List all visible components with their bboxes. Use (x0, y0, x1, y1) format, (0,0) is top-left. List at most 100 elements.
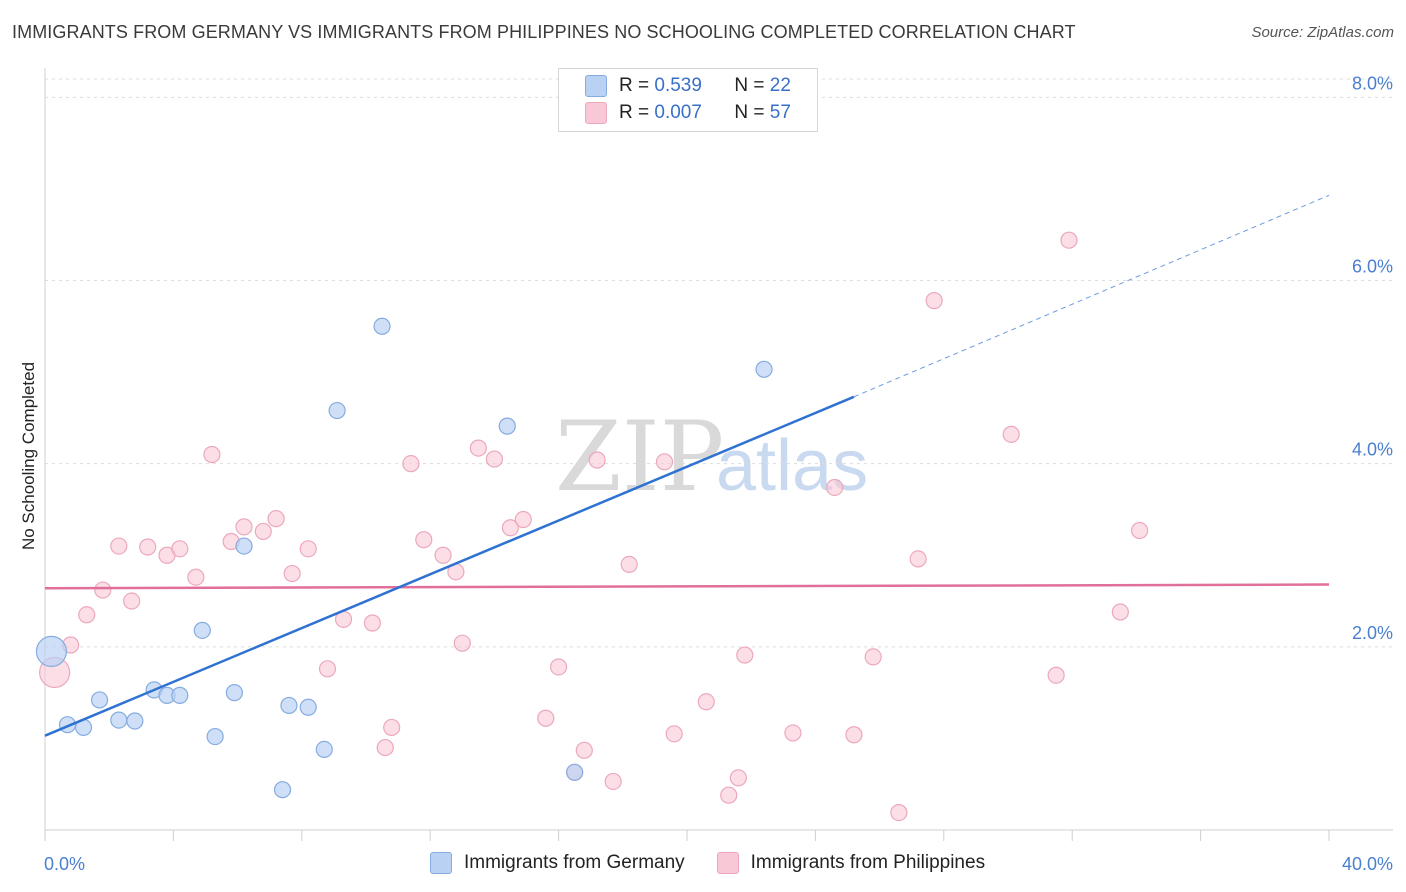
data-point-philippines (123, 592, 141, 610)
data-point-philippines (299, 540, 317, 558)
data-point-philippines (363, 614, 382, 632)
data-point-philippines (1002, 425, 1020, 443)
legend-r-value-germany: 0.539 (654, 75, 702, 96)
y-axis-label: No Schooling Completed (19, 362, 38, 550)
y-tick-label: 8.0% (1352, 73, 1393, 93)
data-point-philippines (453, 634, 471, 652)
data-point-philippines (588, 451, 606, 469)
data-point-philippines (1131, 521, 1149, 540)
bottom-legend-germany: Immigrants from Germany (430, 852, 685, 874)
trendline-philippines (44, 583, 1330, 590)
data-point-germany (171, 686, 189, 704)
data-point-germany (126, 712, 144, 730)
data-point-philippines (485, 450, 503, 468)
chart-title: IMMIGRANTS FROM GERMANY VS IMMIGRANTS FR… (12, 22, 1076, 42)
trendline-germany (44, 395, 855, 737)
trendline-germany-extension (853, 194, 1330, 398)
legend-row-germany: R = 0.539 N = 22 (585, 73, 791, 99)
legend-r-label: R = (619, 102, 650, 123)
data-point-philippines (78, 606, 96, 624)
legend-n-value-philippines: 57 (769, 102, 791, 123)
data-point-philippines (203, 445, 221, 464)
data-point-philippines (845, 726, 863, 744)
bottom-legend-swatch-germany (430, 852, 452, 874)
data-point-philippines (784, 724, 802, 742)
bottom-legend-philippines: Immigrants from Philippines (716, 852, 986, 874)
data-point-germany (193, 621, 211, 639)
legend-r-label: R = (619, 75, 650, 96)
data-point-philippines (729, 769, 747, 787)
data-point-philippines (549, 658, 568, 676)
data-point-germany (35, 635, 68, 668)
bottom-legend-label-germany: Immigrants from Germany (464, 852, 685, 873)
data-point-philippines (736, 646, 754, 664)
data-point-germany (280, 696, 298, 715)
data-point-germany (566, 763, 584, 781)
data-point-philippines (1111, 603, 1129, 621)
data-point-philippines (1060, 231, 1078, 249)
legend: R = 0.539 N = 22 R = 0.007 N = 57 (558, 68, 818, 132)
legend-r-value-philippines: 0.007 (654, 102, 702, 123)
y-tick-label: 4.0% (1352, 440, 1393, 460)
data-point-philippines (537, 709, 555, 727)
data-point-philippines (283, 564, 301, 583)
data-point-germany (110, 711, 128, 729)
data-point-philippines (376, 738, 394, 757)
data-point-philippines (402, 455, 420, 473)
bottom-legend: Immigrants from Germany Immigrants from … (430, 852, 1017, 874)
data-point-germany (299, 698, 317, 716)
legend-row-philippines: R = 0.007 N = 57 (585, 100, 791, 126)
data-point-philippines (267, 510, 285, 528)
data-point-philippines (501, 519, 520, 537)
data-point-philippines (864, 648, 882, 666)
data-point-philippines (665, 725, 683, 743)
data-point-philippines (318, 660, 337, 678)
data-point-germany (498, 417, 516, 435)
data-point-philippines (925, 292, 943, 310)
data-point-philippines (94, 581, 112, 599)
legend-n-label: N = (734, 75, 765, 96)
data-point-philippines (139, 538, 157, 556)
y-tick-label: 6.0% (1352, 256, 1393, 276)
data-point-philippines (469, 439, 487, 457)
data-point-philippines (1047, 666, 1065, 684)
watermark-atlas: atlas (716, 426, 868, 506)
data-point-philippines (909, 550, 927, 568)
legend-swatch-germany (585, 75, 607, 97)
data-point-philippines (604, 772, 622, 791)
data-point-philippines (620, 555, 638, 574)
legend-n-value-germany: 22 (769, 75, 791, 96)
data-point-philippines (110, 537, 128, 555)
data-point-germany (315, 740, 333, 759)
legend-swatch-philippines (585, 102, 607, 124)
data-point-philippines (187, 568, 205, 586)
data-point-philippines (434, 546, 452, 564)
data-point-philippines (171, 540, 189, 558)
data-point-philippines (655, 453, 674, 471)
source-label: Source: ZipAtlas.com (1251, 24, 1394, 41)
x-tick-label-min: 0.0% (44, 854, 85, 874)
y-tick-label: 2.0% (1352, 623, 1393, 643)
data-point-philippines (890, 803, 908, 822)
data-point-philippines (720, 786, 738, 804)
watermark-zip: ZIP (555, 401, 724, 513)
data-point-germany (225, 684, 243, 702)
data-point-germany (90, 691, 109, 709)
data-point-philippines (235, 518, 253, 536)
bottom-legend-label-philippines: Immigrants from Philippines (750, 852, 986, 873)
data-point-philippines (415, 531, 433, 549)
data-point-germany (328, 401, 346, 420)
data-point-germany (755, 360, 773, 378)
data-point-philippines (826, 478, 844, 497)
bottom-legend-swatch-philippines (716, 852, 739, 874)
data-point-philippines (383, 718, 401, 737)
data-point-germany (235, 537, 253, 555)
data-point-philippines (575, 741, 593, 759)
data-point-germany (273, 781, 292, 799)
data-point-germany (206, 727, 224, 746)
legend-n-label: N = (734, 102, 765, 123)
data-point-philippines (254, 522, 272, 541)
data-point-germany (373, 317, 391, 335)
x-tick-label-max: 40.0% (1342, 854, 1393, 874)
